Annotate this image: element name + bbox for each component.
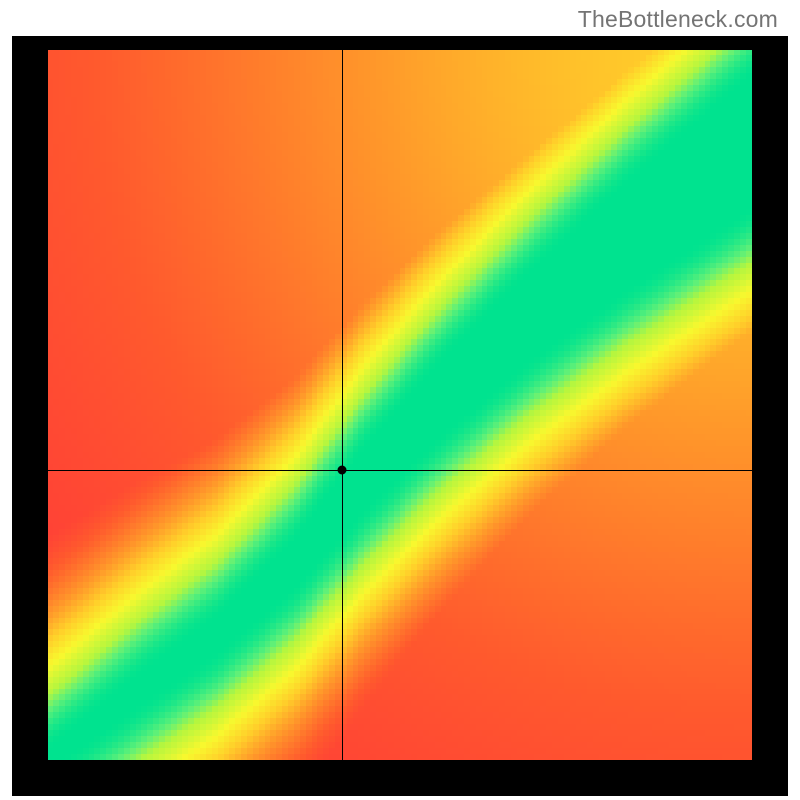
crosshair-vertical — [342, 50, 343, 760]
heatmap-canvas — [48, 50, 752, 760]
crosshair-marker — [338, 466, 347, 475]
chart-plot-border — [12, 36, 788, 796]
chart-container: TheBottleneck.com — [0, 0, 800, 800]
watermark-text: TheBottleneck.com — [578, 6, 778, 33]
crosshair-horizontal — [48, 470, 752, 471]
chart-plot-area — [48, 50, 752, 760]
